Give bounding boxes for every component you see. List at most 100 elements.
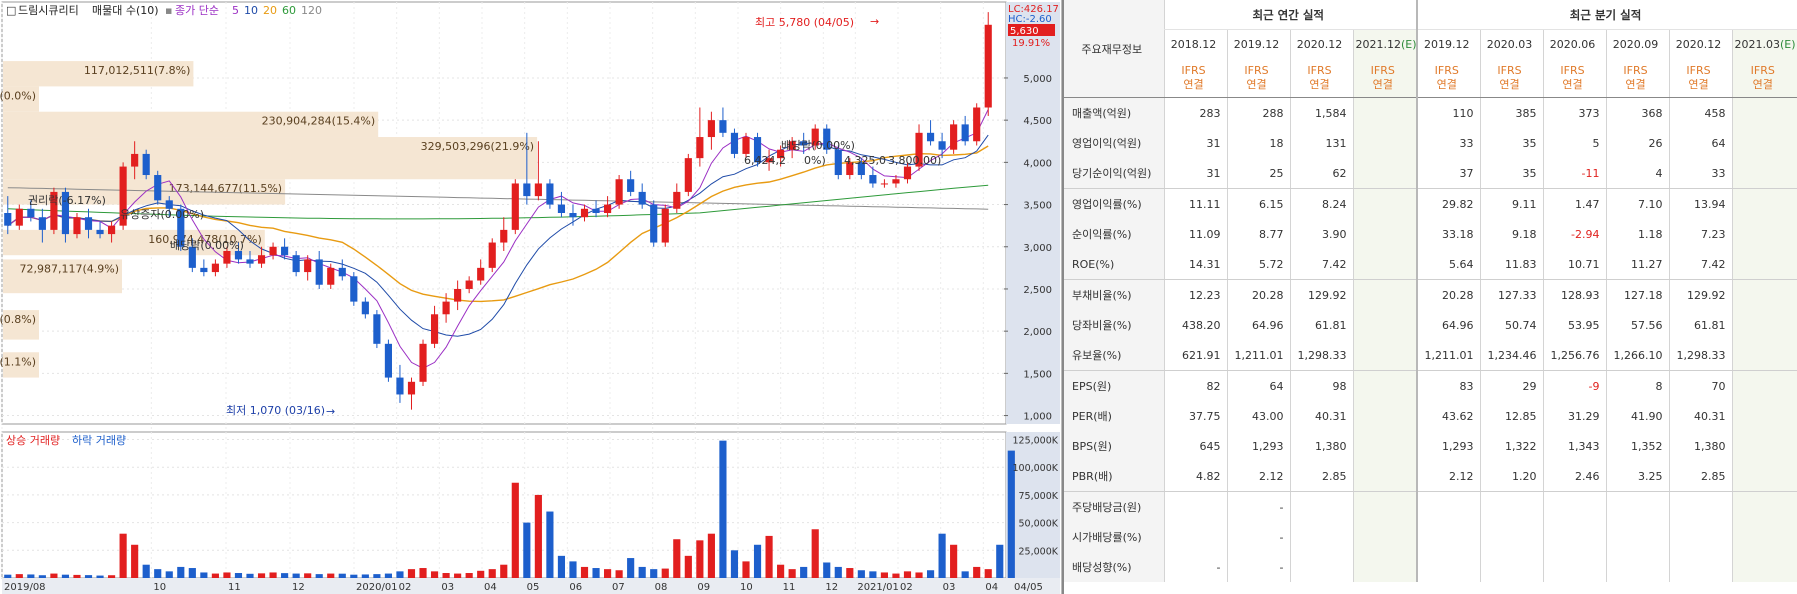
volume-profile-label: 16,707,815(1.1%) [0, 355, 36, 368]
candle-body [465, 280, 473, 289]
annual-value: 82 [1163, 370, 1227, 401]
quarter-value [1731, 310, 1797, 340]
candle-body [292, 255, 300, 273]
date-tick-label: 12 [292, 582, 305, 593]
row-label: 당좌비율(%) [1064, 310, 1164, 340]
panel-divider[interactable] [1062, 0, 1064, 594]
annual-value: 4.82 [1163, 461, 1227, 492]
volume-bar [592, 568, 600, 578]
volume-bar [223, 572, 231, 578]
quarter-value: 7.23 [1668, 219, 1732, 249]
price-tick-label: 2,500 [1023, 285, 1052, 296]
volume-legend-down: 하락 거래량 [72, 433, 126, 447]
annual-value: 438.20 [1163, 310, 1227, 340]
volume-bar [142, 564, 150, 578]
date-tick-label: 11 [783, 582, 796, 593]
candle-body [442, 301, 450, 315]
quarter-value: 385 [1479, 97, 1543, 128]
annual-value: 3.90 [1289, 219, 1353, 249]
volume-bar [361, 574, 369, 578]
quarter-value: 31.29 [1542, 401, 1606, 431]
candle-body [188, 246, 196, 268]
ifrs-badge: IFRS 연결 [1416, 58, 1480, 98]
quarter-value: 43.62 [1416, 401, 1480, 431]
volume-bar [880, 572, 888, 578]
candle-body [177, 208, 185, 247]
volume-bar [154, 569, 162, 578]
quarter-value: 53.95 [1542, 310, 1606, 340]
row-label-header: 주요재무정보 [1064, 0, 1164, 98]
candle-body [246, 259, 254, 264]
quarter-value: 127.33 [1479, 279, 1543, 310]
ifrs-consolidated-label: 연결 [1752, 77, 1773, 91]
candle-body [119, 166, 127, 226]
volume-tick-label: 100,000K [1012, 463, 1058, 474]
ifrs-badge: IFRS 연결 [1289, 58, 1353, 98]
quarter-value [1731, 158, 1797, 189]
volume-bar [857, 570, 865, 578]
quarter-value: 64.96 [1416, 310, 1480, 340]
table-row: BPS(원) 645 1,293 1,380 1,293 1,322 1,343 1,352 1… [1064, 431, 1797, 461]
volume-bar [730, 550, 739, 578]
price-tick-label: 1,500 [1023, 369, 1052, 380]
candle-body [834, 149, 842, 176]
row-label: 부채비율(%) [1064, 279, 1164, 310]
candle-body [984, 24, 992, 108]
candle-body [788, 141, 796, 150]
annual-value [1352, 552, 1417, 582]
volume-pane[interactable] [1, 431, 1007, 579]
volume-bar [523, 522, 531, 578]
quarter-value: 50.74 [1479, 310, 1543, 340]
candle-body [604, 204, 612, 213]
date-tick-label: 06 [569, 582, 582, 593]
candle-body [557, 204, 566, 213]
annual-value [1289, 491, 1353, 522]
annual-value: - [1226, 552, 1290, 582]
candle-body [673, 191, 681, 209]
event-dividend-drop-2: 배당락(0.00%) [781, 139, 855, 152]
volume-profile-bar [3, 137, 538, 180]
quarter-value: 35 [1479, 158, 1543, 189]
quarter-value: 26 [1605, 128, 1669, 158]
annual-value: 288 [1226, 97, 1290, 128]
quarter-value: 11.83 [1479, 249, 1543, 280]
ifrs-consolidated-label: 연결 [1372, 77, 1393, 91]
volume-bar [569, 561, 577, 578]
ifrs-badge: IFRS 연결 [1226, 58, 1290, 98]
candle-body [211, 263, 219, 273]
date-tick-label: 08 [655, 582, 668, 593]
volume-tick-label: 75,000K [1019, 491, 1059, 502]
candle-body [350, 276, 358, 302]
annual-value: 5.72 [1226, 249, 1290, 280]
volume-bar [454, 573, 462, 578]
volume-bar [84, 575, 93, 578]
annual-value: 11.11 [1163, 188, 1227, 219]
quarter-value: 368 [1605, 97, 1669, 128]
stock-chart[interactable]: 117,012,511(7.8%) 0(0.0%) 230,904,284(15.4… [0, 0, 1062, 594]
candle-body [742, 137, 750, 154]
quarter-value [1731, 491, 1797, 522]
volume-bar [684, 555, 692, 578]
stock-chart-panel[interactable]: 117,012,511(7.8%) 0(0.0%) 230,904,284(15.4… [0, 0, 1062, 594]
volume-bar [580, 566, 589, 578]
quarter-value: 40.31 [1668, 401, 1732, 431]
quarter-value: 1,343 [1542, 431, 1606, 461]
ifrs-consolidated-label: 연결 [1309, 77, 1330, 91]
annual-value: 62 [1289, 158, 1353, 189]
annual-value [1352, 158, 1417, 189]
volume-bar [477, 570, 485, 578]
candle-body [407, 381, 416, 395]
volume-tick-label: 25,000K [1019, 546, 1059, 557]
ma-legend-prefix: ▪ [165, 4, 172, 17]
quarter-value: 9.11 [1479, 188, 1543, 219]
legend-prefix[interactable]: □ [6, 4, 16, 17]
quarter-value: 1,322 [1479, 431, 1543, 461]
quarter-value: 2.85 [1668, 461, 1732, 492]
annual-value [1352, 188, 1417, 219]
annual-period-estimate: 2021.12(E) [1352, 29, 1417, 58]
volume-bar [534, 494, 542, 578]
quarter-value [1731, 219, 1797, 249]
quarter-value [1479, 552, 1543, 582]
date-tick-label: 12 [825, 582, 838, 593]
annual-value [1352, 431, 1417, 461]
